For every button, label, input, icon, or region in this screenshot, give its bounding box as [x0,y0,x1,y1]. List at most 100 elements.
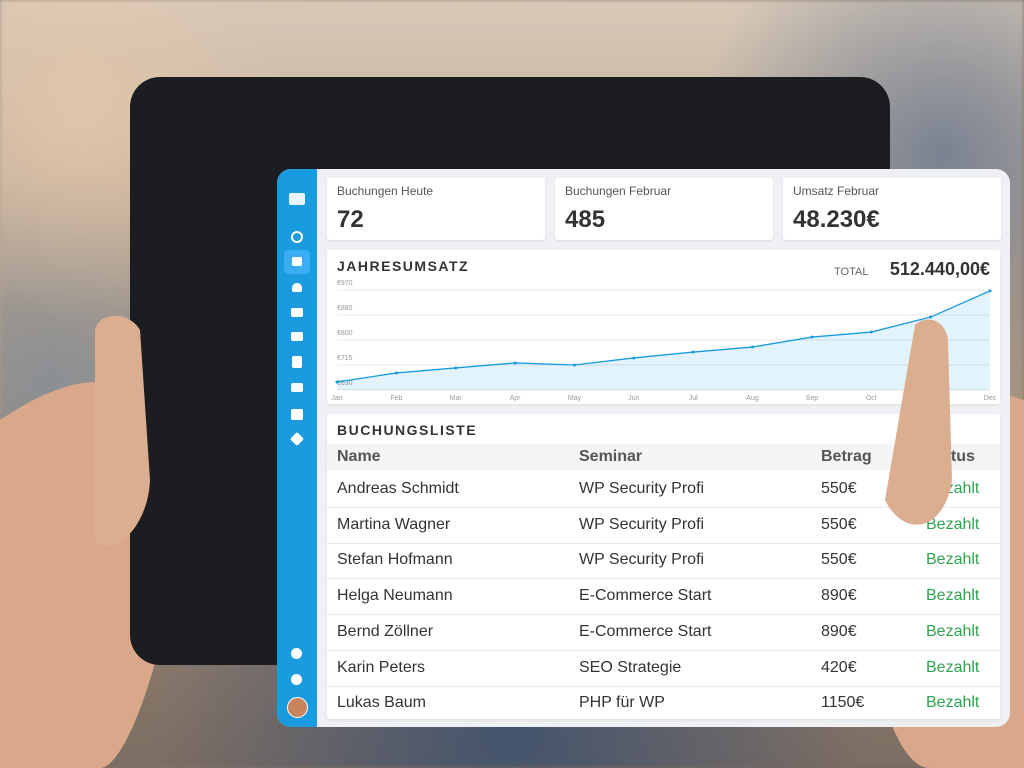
tag-icon[interactable] [289,431,305,447]
table-cell: Helga Neumann [337,587,453,605]
table-cell: 550€ [821,480,857,497]
y-tick-label: €630 [337,380,353,387]
point [691,350,695,354]
y-tick-label: €800 [337,330,353,337]
x-tick-label: Feb [390,395,402,402]
status-cell: Bezahlt [926,551,980,569]
row-divider [327,542,1000,544]
point [513,361,517,365]
status-cell: Bezahlt [926,694,980,712]
row-divider [327,578,1000,580]
table-cell: Stefan Hofmann [337,551,453,569]
line-chart: €970 €885 €800 €715 €630 Jan Feb Mar Apr May Jun Ju… [331,280,997,402]
kpi-value: 485 [565,206,606,233]
kpi-card: Umsatz Februar 48.230€ [783,178,1001,240]
row-divider [327,685,1000,687]
total-label: TOTAL [834,266,869,278]
x-tick-label: Aug [746,395,759,402]
x-tick-label: Nov [924,395,937,402]
point [810,335,814,339]
column-header: Status [926,448,975,465]
user-icon[interactable] [292,283,302,292]
table-header [327,444,1000,470]
kpi-card: Buchungen Februar 485 [555,178,773,240]
status-cell: Bezahlt [926,480,980,497]
area [337,290,990,390]
mail-icon[interactable] [291,332,303,341]
x-tick-label: Sep [806,395,819,402]
table-cell: PHP für WP [579,694,665,712]
row-divider [327,649,1000,651]
table-cell: 890€ [821,622,857,640]
point [988,289,992,293]
point [632,356,636,360]
point [394,371,398,375]
table-cell: Bernd Zöllner [337,622,434,640]
table-cell: 550€ [821,515,857,533]
table-cell: WP Security Profi [579,551,705,569]
table-title: BUCHUNGSLISTE [337,422,478,438]
x-tick-label: Mar [450,395,463,402]
status-cell: Bezahlt [926,515,980,533]
point [454,366,458,370]
booking-card: BUCHUNGSLISTE Name Seminar Betrag Status And… [327,414,1000,723]
status-cell: Bezahlt [926,587,980,605]
revenue-card: JAHRESUMSATZ TOTAL 512.440,00€ €970 €885 €… [327,250,1000,404]
table-cell: 1150€ [821,694,865,712]
bank-icon[interactable] [291,409,303,420]
table-cell: WP Security Profi [579,515,705,533]
kpi-label: Umsatz Februar [793,184,880,198]
help-icon[interactable] [291,674,302,685]
sidebar [277,169,317,727]
doc-icon[interactable] [292,356,302,368]
table-cell: 420€ [821,658,857,676]
x-tick-label: May [568,395,582,402]
x-tick-label: Jan [331,395,342,402]
table-cell: Martina Wagner [337,515,451,533]
x-tick-label: Oct [866,395,877,402]
point [869,330,873,334]
row-divider [327,507,1000,508]
kpi-value: 48.230€ [793,206,880,233]
point [572,363,576,367]
money-icon[interactable] [291,383,303,392]
x-tick-label: Jul [689,395,698,402]
kpi-label: Buchungen Februar [565,184,672,198]
y-tick-label: €970 [337,280,353,287]
tablet: JAHRESUMSATZ TOTAL 512.440,00€ €970 €885 €… [130,77,1010,727]
logo[interactable] [289,193,305,205]
table-cell: Andreas Schmidt [337,480,459,497]
y-tick-label: €715 [337,355,353,362]
x-tick-label: Jun [628,395,639,402]
column-header: Seminar [579,448,643,465]
screen: JAHRESUMSATZ TOTAL 512.440,00€ €970 €885 €… [277,169,1010,727]
point [335,380,339,384]
row-divider [327,614,1000,616]
status-cell: Bezahlt [926,658,980,676]
kpi-label: Buchungen Heute [337,184,434,198]
table-cell: Lukas Baum [337,694,426,712]
point [751,345,755,349]
kpi-card: Buchungen Heute 72 [327,178,545,240]
total-value: 512.440,00€ [889,259,990,279]
table-cell: 550€ [821,551,857,569]
line [336,290,991,383]
status-cell: Bezahlt [926,622,980,640]
card-icon[interactable] [291,308,303,317]
row-divider [327,721,1000,723]
x-tick-label: Dec [984,395,997,402]
column-header: Betrag [821,448,872,465]
table-cell: SEO Strategie [579,658,682,676]
settings-icon[interactable] [291,648,302,659]
table-cell: E-Commerce Start [579,587,712,605]
search-icon[interactable] [291,231,303,243]
column-header: Name [337,448,381,465]
x-tick-label: Apr [510,395,522,402]
kpi-value: 72 [337,206,364,233]
point [929,315,933,319]
table-cell: 890€ [821,587,857,605]
avatar[interactable] [287,697,308,718]
table-cell: WP Security Profi [579,480,705,497]
home-icon[interactable] [284,250,310,274]
